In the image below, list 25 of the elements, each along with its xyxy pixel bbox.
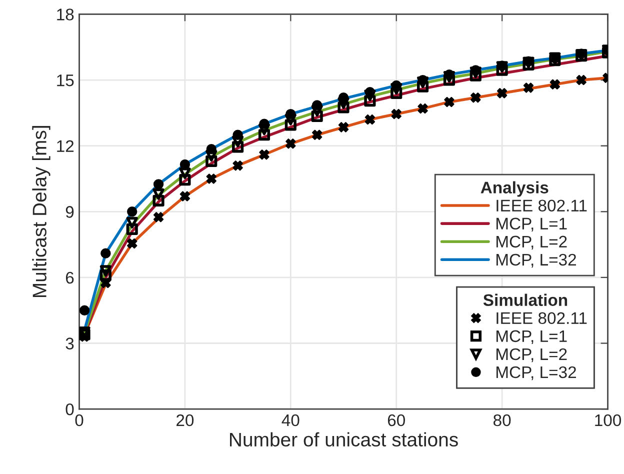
legend-label: MCP, L=32 [496, 254, 576, 268]
legend-label: MCP, L=32 [496, 366, 576, 380]
legend-label: MCP, L=2 [496, 236, 567, 250]
legend-label: MCP, L=1 [496, 218, 567, 232]
y-tick-label: 3 [66, 338, 74, 350]
x-tick-label: 60 [388, 414, 405, 426]
legend-label: MCP, L=1 [496, 330, 567, 344]
x-tick-label: 100 [595, 414, 622, 426]
x-axis-title: Number of unicast stations [230, 432, 458, 447]
text: Analysis [480, 181, 548, 197]
y-tick-label: 9 [66, 206, 74, 218]
y-tick-label: 15 [57, 74, 74, 86]
x-tick-label: 0 [75, 414, 84, 426]
y-tick-label: 18 [57, 8, 74, 20]
x-tick-label: 40 [282, 414, 300, 426]
y-tick-label: 6 [66, 272, 74, 284]
y-tick-label: 0 [66, 403, 74, 416]
legend-label: MCP, L=2 [496, 348, 567, 362]
y-tick-label: 12 [57, 140, 74, 152]
y-axis-title: Multicast Delay [ms] [32, 126, 50, 298]
x-tick-label: 80 [494, 414, 511, 426]
x-tick-label: 20 [176, 414, 194, 426]
text: Simulation [483, 294, 568, 306]
legend-label: IEEE 802.11 [496, 200, 587, 212]
legend-label: IEEE 802.11 [496, 312, 587, 324]
